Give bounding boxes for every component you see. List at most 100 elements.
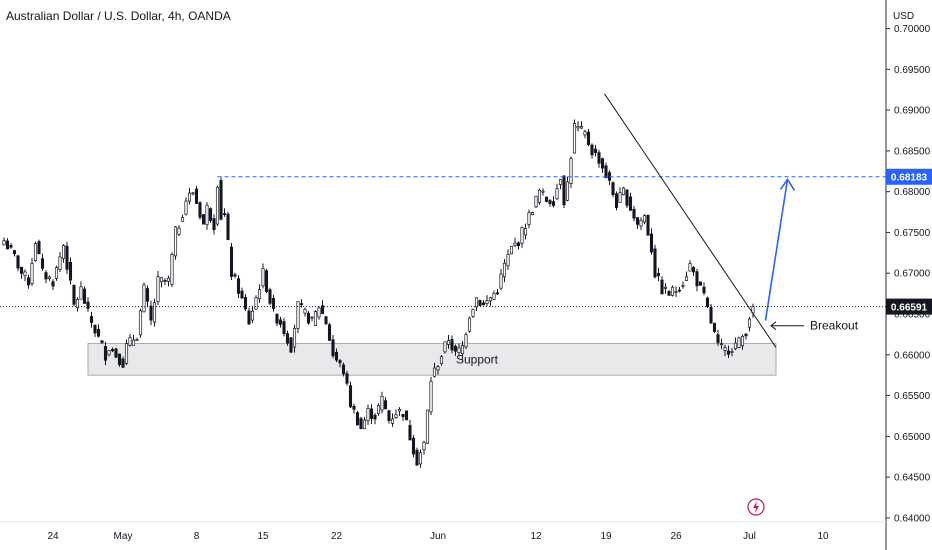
candle-body [618, 192, 622, 203]
candle-body [2, 240, 6, 246]
candle-body [156, 276, 160, 302]
candle-body [516, 242, 521, 247]
candle [250, 306, 255, 324]
candle-body [450, 339, 454, 351]
candle [513, 237, 517, 248]
candle-body [656, 273, 661, 277]
candle [180, 214, 185, 222]
candle [362, 416, 367, 429]
candle-body [58, 256, 62, 270]
candle [558, 178, 563, 190]
candle-body [233, 274, 237, 277]
candle [82, 286, 87, 304]
candle-body [65, 245, 69, 270]
candle [149, 300, 153, 326]
candle-body [527, 212, 531, 225]
candle [324, 315, 328, 325]
candle-body [254, 297, 258, 310]
candle-body [390, 418, 395, 424]
candle-body [142, 284, 146, 313]
candle [184, 197, 188, 216]
candle-body [474, 297, 479, 308]
candle [68, 257, 73, 285]
candle [656, 267, 661, 282]
candle-body [453, 345, 458, 352]
candle-body [537, 189, 542, 203]
candle-body [310, 316, 314, 319]
candle [208, 207, 213, 223]
candle-body [5, 240, 10, 250]
candle [205, 202, 209, 230]
candle [527, 209, 531, 229]
candle [275, 313, 279, 326]
candle [411, 434, 416, 458]
candle-body [299, 303, 304, 305]
candle [663, 283, 668, 294]
candle-body [380, 395, 384, 411]
candle-body [285, 333, 290, 344]
candle [135, 337, 139, 341]
candle-body [597, 152, 601, 164]
candle [418, 449, 423, 468]
candle [243, 293, 248, 311]
candle [268, 287, 272, 306]
candle [604, 162, 608, 179]
x-tick-label: 8 [194, 531, 200, 542]
candle-body [499, 273, 503, 289]
candle-body [502, 262, 507, 278]
candle-body [579, 126, 584, 129]
candle [607, 170, 612, 186]
candle [432, 362, 437, 378]
candle-body [201, 214, 206, 225]
candle [681, 281, 685, 289]
candle-body [387, 410, 391, 421]
candle [138, 308, 143, 338]
candle [117, 353, 122, 367]
x-tick-label: 15 [257, 531, 269, 542]
candle [565, 176, 570, 202]
candle-body [44, 272, 48, 280]
candle-body [359, 418, 363, 430]
candle [373, 413, 377, 425]
candle-body [698, 281, 703, 286]
candle-body [341, 364, 346, 375]
candle-body [152, 302, 157, 323]
last-price-tag [886, 298, 932, 315]
candle-body [110, 349, 115, 352]
y-tick-label: 0.68000 [894, 187, 931, 198]
candle [110, 347, 115, 353]
candle-body [145, 288, 150, 302]
candle-body [268, 289, 272, 304]
candle-body [303, 308, 307, 314]
candle-body [131, 339, 136, 346]
candle-body [740, 335, 745, 347]
candle [488, 296, 493, 307]
candle [509, 246, 514, 255]
candle [282, 317, 286, 337]
candle-body [667, 291, 671, 296]
candle [726, 345, 731, 358]
y-tick-label: 0.65000 [894, 432, 931, 443]
candle [404, 410, 409, 421]
candle-body [257, 289, 262, 299]
candle-body [366, 408, 370, 421]
candle-body [562, 175, 566, 206]
candle [58, 252, 62, 273]
candle [331, 335, 335, 359]
candle [355, 410, 360, 426]
candle-body [495, 292, 500, 295]
candle-body [719, 343, 724, 346]
candle-body [117, 353, 122, 365]
candle-body [649, 233, 654, 253]
price-scale-currency[interactable]: USD [893, 11, 915, 22]
candle-body [604, 165, 608, 179]
y-tick-label: 0.67000 [894, 269, 931, 280]
candle [341, 362, 346, 377]
candle [26, 274, 31, 289]
candle [478, 299, 482, 307]
candle-body [726, 350, 731, 355]
candle-body [513, 242, 517, 247]
candle [177, 225, 181, 237]
candle [429, 376, 433, 416]
